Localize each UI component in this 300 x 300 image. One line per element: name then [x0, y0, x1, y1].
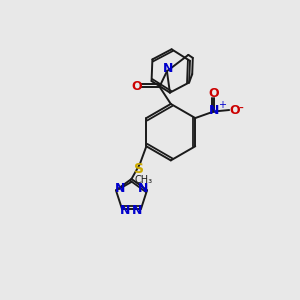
Text: +: + — [218, 100, 226, 110]
Text: N: N — [209, 104, 220, 117]
Text: O: O — [131, 80, 142, 93]
Text: N: N — [115, 182, 125, 195]
Text: N: N — [163, 62, 174, 75]
Text: N: N — [132, 204, 142, 218]
Text: CH₃: CH₃ — [135, 175, 153, 184]
Text: N: N — [138, 182, 148, 195]
Text: -: - — [238, 101, 243, 116]
Text: S: S — [134, 162, 144, 176]
Text: N: N — [120, 204, 130, 218]
Text: O: O — [208, 87, 219, 100]
Text: O: O — [229, 103, 240, 116]
